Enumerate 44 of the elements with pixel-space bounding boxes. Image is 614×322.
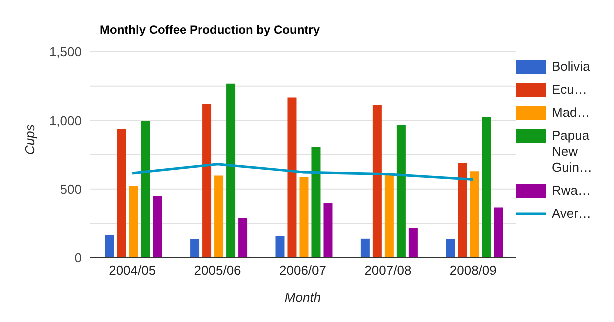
- legend-label: Papua New Guin…: [552, 128, 594, 176]
- legend-label: Mad…: [552, 105, 592, 121]
- bar: [372, 106, 382, 258]
- y-tick-label: 0: [74, 250, 82, 266]
- bar: [141, 120, 150, 258]
- bar: [238, 218, 248, 258]
- bar: [396, 125, 406, 258]
- x-tick-label: 2008/09: [450, 263, 497, 278]
- legend-label: Bolivia: [552, 59, 592, 75]
- bar: [446, 239, 456, 258]
- chart-title: Monthly Coffee Production by Country: [100, 23, 320, 37]
- x-tick-label: 2006/07: [280, 263, 326, 278]
- y-tick-label: 1,000: [49, 113, 82, 128]
- bar: [129, 186, 138, 258]
- bar: [153, 196, 162, 258]
- bar: [288, 98, 297, 258]
- x-tick-label: 2005/06: [194, 263, 242, 278]
- y-tick-label: 1,500: [49, 44, 82, 60]
- y-tick-label: 500: [60, 182, 82, 197]
- bar: [214, 176, 224, 258]
- legend-label: Aver…: [552, 206, 592, 222]
- x-tick-label: 2007/08: [364, 263, 412, 278]
- y-axis-title: Cups: [22, 124, 38, 155]
- bar: [226, 84, 236, 258]
- bar: [408, 228, 418, 258]
- legend-label: Rwa…: [552, 183, 592, 199]
- bar: [312, 147, 321, 258]
- bar: [384, 174, 394, 258]
- bar: [360, 238, 370, 258]
- bar: [190, 239, 200, 258]
- bar: [470, 172, 480, 258]
- x-tick-label: 2004/05: [109, 263, 156, 278]
- bar: [482, 117, 492, 258]
- bar: [276, 236, 285, 258]
- bar: [324, 203, 333, 258]
- bar: [202, 104, 212, 258]
- legend-label: Ecu…: [552, 82, 588, 98]
- bar: [105, 235, 114, 258]
- bar: [494, 208, 504, 258]
- line-series: [131, 163, 475, 181]
- x-axis-title: Month: [284, 290, 322, 305]
- bar: [117, 129, 126, 258]
- bar: [300, 177, 309, 258]
- bar: [458, 163, 468, 258]
